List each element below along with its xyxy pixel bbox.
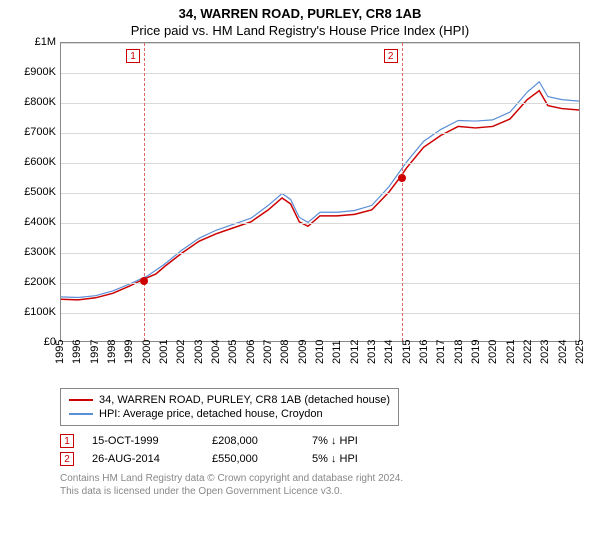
legend-label: 34, WARREN ROAD, PURLEY, CR8 1AB (detach… [99,394,390,406]
gridline [61,103,579,104]
y-tick-label: £400K [24,216,56,228]
x-tick-label: 2011 [331,340,343,364]
footnote: Contains HM Land Registry data © Crown c… [60,472,588,498]
x-tick-label: 2016 [418,340,430,364]
x-tick-label: 1997 [89,340,101,364]
x-tick-label: 2006 [245,340,257,364]
plot-area: 12 [60,42,580,342]
y-tick-label: £800K [24,96,56,108]
sale-marker-line [402,43,403,341]
series-line [61,82,579,298]
x-tick-label: 2009 [297,340,309,364]
sale-marker-icon: 2 [60,452,74,466]
legend-label: HPI: Average price, detached house, Croy… [99,408,323,420]
chart: £0£100K£200K£300K£400K£500K£600K£700K£80… [12,42,588,382]
x-tick-label: 2000 [141,340,153,364]
x-tick-label: 2022 [522,340,534,364]
x-tick-label: 2015 [401,340,413,364]
y-axis: £0£100K£200K£300K£400K£500K£600K£700K£80… [12,42,60,342]
chart-subtitle: Price paid vs. HM Land Registry's House … [12,23,588,38]
x-tick-label: 2018 [453,340,465,364]
sale-price: £550,000 [212,453,312,465]
x-tick-label: 2019 [470,340,482,364]
sale-delta: 7% ↓ HPI [312,435,412,447]
x-tick-label: 2024 [557,340,569,364]
x-tick-label: 2010 [314,340,326,364]
sale-price: £208,000 [212,435,312,447]
x-tick-label: 1995 [54,340,66,364]
legend: 34, WARREN ROAD, PURLEY, CR8 1AB (detach… [60,388,399,426]
x-tick-label: 2001 [158,340,170,364]
legend-item: HPI: Average price, detached house, Croy… [69,407,390,421]
sales-table: 1 15-OCT-1999 £208,000 7% ↓ HPI 2 26-AUG… [60,434,588,466]
title-block: 34, WARREN ROAD, PURLEY, CR8 1AB Price p… [12,6,588,38]
x-tick-label: 1996 [71,340,83,364]
x-tick-label: 1999 [123,340,135,364]
sale-date: 26-AUG-2014 [92,453,212,465]
gridline [61,193,579,194]
x-axis: 1995199619971998199920002001200220032004… [60,342,580,382]
x-tick-label: 2004 [210,340,222,364]
y-tick-label: £600K [24,156,56,168]
sale-marker-label: 2 [384,49,398,63]
sale-delta: 5% ↓ HPI [312,453,412,465]
sale-dot-icon [140,277,148,285]
sale-marker-icon: 1 [60,434,74,448]
x-tick-label: 2007 [262,340,274,364]
legend-item: 34, WARREN ROAD, PURLEY, CR8 1AB (detach… [69,393,390,407]
x-tick-label: 2013 [366,340,378,364]
sale-date: 15-OCT-1999 [92,435,212,447]
x-tick-label: 2025 [574,340,586,364]
chart-title: 34, WARREN ROAD, PURLEY, CR8 1AB [12,6,588,21]
sale-marker-line [144,43,145,341]
gridline [61,313,579,314]
gridline [61,253,579,254]
line-series [61,43,579,341]
y-tick-label: £1M [35,36,56,48]
sale-dot-icon [398,174,406,182]
legend-swatch [69,399,93,401]
x-tick-label: 2005 [227,340,239,364]
gridline [61,43,579,44]
x-tick-label: 2023 [539,340,551,364]
y-tick-label: £300K [24,246,56,258]
footnote-line: This data is licensed under the Open Gov… [60,485,588,498]
x-tick-label: 2014 [383,340,395,364]
gridline [61,283,579,284]
x-tick-label: 2020 [487,340,499,364]
legend-swatch [69,413,93,415]
gridline [61,133,579,134]
y-tick-label: £100K [24,306,56,318]
sale-marker-label: 1 [126,49,140,63]
y-tick-label: £700K [24,126,56,138]
gridline [61,223,579,224]
sale-row: 2 26-AUG-2014 £550,000 5% ↓ HPI [60,452,588,466]
x-tick-label: 2002 [175,340,187,364]
x-tick-label: 2021 [505,340,517,364]
footnote-line: Contains HM Land Registry data © Crown c… [60,472,588,485]
y-tick-label: £200K [24,276,56,288]
series-line [61,91,579,300]
y-tick-label: £500K [24,186,56,198]
x-tick-label: 2012 [349,340,361,364]
x-tick-label: 2003 [193,340,205,364]
sale-row: 1 15-OCT-1999 £208,000 7% ↓ HPI [60,434,588,448]
x-tick-label: 2008 [279,340,291,364]
gridline [61,163,579,164]
x-tick-label: 1998 [106,340,118,364]
gridline [61,73,579,74]
x-tick-label: 2017 [435,340,447,364]
y-tick-label: £900K [24,66,56,78]
